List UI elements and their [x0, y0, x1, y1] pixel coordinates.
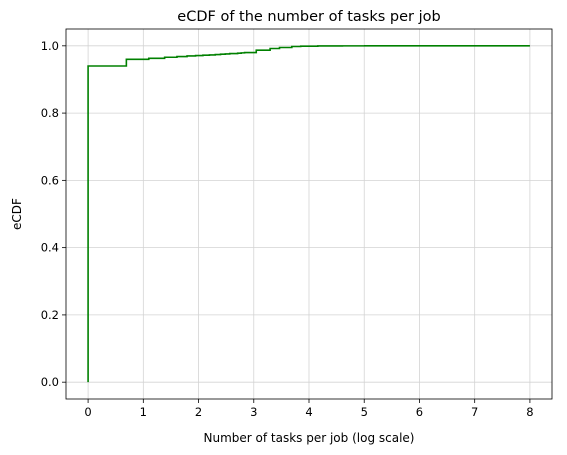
x-axis-label: Number of tasks per job (log scale)	[204, 431, 415, 445]
x-tick-label: 8	[526, 405, 533, 419]
x-tick-label: 3	[250, 405, 257, 419]
x-axis-ticks: 0 1 2 3 4 5 6 7 8	[84, 399, 534, 419]
y-axis-label: eCDF	[10, 198, 24, 230]
ecdf-step-line	[87, 45, 530, 383]
y-tick-label: 0.6	[41, 173, 59, 187]
y-tick-label: 0.0	[41, 375, 59, 389]
y-axis-ticks: 0.0 0.2 0.4 0.6 0.8 1.0	[41, 39, 66, 389]
x-tick-label: 4	[305, 405, 312, 419]
x-tick-label: 5	[361, 405, 368, 419]
grid	[66, 29, 552, 399]
y-tick-label: 0.2	[41, 308, 59, 322]
series-layer	[87, 45, 530, 383]
x-tick-label: 6	[416, 405, 423, 419]
x-tick-label: 7	[471, 405, 478, 419]
x-tick-label: 0	[84, 405, 91, 419]
y-tick-label: 0.8	[41, 106, 59, 120]
y-tick-label: 1.0	[41, 39, 59, 53]
x-tick-label: 2	[195, 405, 202, 419]
chart-title: eCDF of the number of tasks per job	[177, 9, 440, 25]
x-tick-label: 1	[140, 405, 147, 419]
y-tick-label: 0.4	[41, 241, 59, 255]
